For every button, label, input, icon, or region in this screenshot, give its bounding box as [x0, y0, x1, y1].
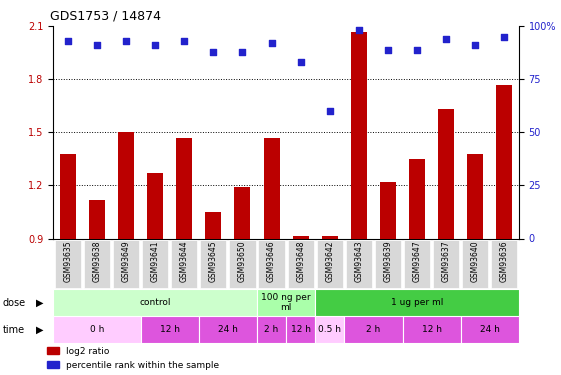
Point	[151, 42, 160, 48]
FancyBboxPatch shape	[113, 240, 139, 288]
Point	[63, 38, 72, 44]
FancyBboxPatch shape	[346, 240, 372, 288]
Bar	[380, 182, 396, 238]
FancyBboxPatch shape	[200, 240, 227, 288]
Text: percentile rank within the sample: percentile rank within the sample	[66, 361, 219, 370]
Point	[384, 46, 393, 53]
Text: 2 h: 2 h	[264, 325, 279, 334]
Bar	[438, 110, 454, 238]
FancyBboxPatch shape	[257, 316, 286, 343]
FancyBboxPatch shape	[404, 240, 430, 288]
FancyBboxPatch shape	[461, 316, 519, 343]
Bar	[293, 236, 309, 238]
Point	[442, 36, 450, 42]
FancyBboxPatch shape	[257, 289, 315, 316]
Text: GSM93636: GSM93636	[500, 240, 509, 282]
Bar	[496, 85, 512, 238]
Text: GSM93647: GSM93647	[412, 240, 421, 282]
Text: GSM93640: GSM93640	[471, 240, 480, 282]
FancyBboxPatch shape	[375, 240, 401, 288]
Point	[355, 27, 364, 33]
Text: time: time	[3, 325, 25, 334]
FancyBboxPatch shape	[286, 316, 315, 343]
Text: 12 h: 12 h	[422, 325, 442, 334]
Text: ▶: ▶	[35, 325, 43, 334]
Bar	[89, 200, 105, 238]
Bar	[205, 212, 222, 238]
Bar	[118, 132, 134, 238]
Bar	[176, 138, 192, 238]
Point	[238, 49, 247, 55]
FancyBboxPatch shape	[259, 240, 284, 288]
Text: GSM93645: GSM93645	[209, 240, 218, 282]
FancyBboxPatch shape	[491, 240, 517, 288]
Text: 12 h: 12 h	[160, 325, 180, 334]
FancyBboxPatch shape	[53, 316, 141, 343]
Text: 24 h: 24 h	[218, 325, 238, 334]
Text: GSM93642: GSM93642	[325, 240, 334, 282]
FancyBboxPatch shape	[344, 316, 403, 343]
FancyBboxPatch shape	[403, 316, 461, 343]
FancyBboxPatch shape	[315, 289, 519, 316]
Text: 1 ug per ml: 1 ug per ml	[391, 298, 443, 307]
FancyBboxPatch shape	[462, 240, 489, 288]
Text: 12 h: 12 h	[291, 325, 311, 334]
Bar	[47, 347, 59, 354]
Text: GSM93643: GSM93643	[355, 240, 364, 282]
Point	[93, 42, 102, 48]
Text: 0.5 h: 0.5 h	[318, 325, 341, 334]
Point	[209, 49, 218, 55]
Text: 0 h: 0 h	[90, 325, 104, 334]
Bar	[147, 173, 163, 238]
FancyBboxPatch shape	[288, 240, 314, 288]
FancyBboxPatch shape	[199, 316, 257, 343]
Bar	[60, 154, 76, 238]
Text: GSM93638: GSM93638	[93, 240, 102, 282]
Text: 24 h: 24 h	[480, 325, 500, 334]
Text: GSM93646: GSM93646	[267, 240, 276, 282]
Point	[180, 38, 188, 44]
Text: GSM93644: GSM93644	[180, 240, 188, 282]
Text: 2 h: 2 h	[366, 325, 380, 334]
Point	[267, 40, 276, 46]
Point	[122, 38, 131, 44]
Text: 100 ng per
ml: 100 ng per ml	[261, 293, 311, 312]
FancyBboxPatch shape	[142, 240, 168, 288]
Bar	[351, 32, 367, 239]
Text: GSM93641: GSM93641	[151, 240, 160, 282]
FancyBboxPatch shape	[53, 289, 257, 316]
FancyBboxPatch shape	[84, 240, 110, 288]
Text: GSM93650: GSM93650	[238, 240, 247, 282]
Text: control: control	[139, 298, 171, 307]
FancyBboxPatch shape	[55, 240, 81, 288]
Text: GDS1753 / 14874: GDS1753 / 14874	[50, 9, 162, 22]
Point	[296, 59, 305, 65]
Text: ▶: ▶	[35, 298, 43, 307]
Bar	[47, 362, 59, 368]
FancyBboxPatch shape	[315, 316, 344, 343]
Text: dose: dose	[3, 298, 26, 307]
Text: log2 ratio: log2 ratio	[66, 346, 109, 355]
Point	[325, 108, 334, 114]
Text: GSM93639: GSM93639	[384, 240, 393, 282]
FancyBboxPatch shape	[316, 240, 343, 288]
FancyBboxPatch shape	[171, 240, 197, 288]
Text: GSM93637: GSM93637	[442, 240, 450, 282]
Point	[412, 46, 421, 53]
Point	[471, 42, 480, 48]
Bar	[234, 187, 250, 238]
Point	[500, 34, 509, 40]
FancyBboxPatch shape	[141, 316, 199, 343]
Text: GSM93649: GSM93649	[122, 240, 131, 282]
Text: GSM93648: GSM93648	[296, 240, 305, 282]
FancyBboxPatch shape	[433, 240, 459, 288]
Bar	[322, 236, 338, 238]
Bar	[264, 138, 279, 238]
Text: GSM93635: GSM93635	[63, 240, 72, 282]
Bar	[467, 154, 483, 238]
Bar	[409, 159, 425, 238]
FancyBboxPatch shape	[229, 240, 256, 288]
